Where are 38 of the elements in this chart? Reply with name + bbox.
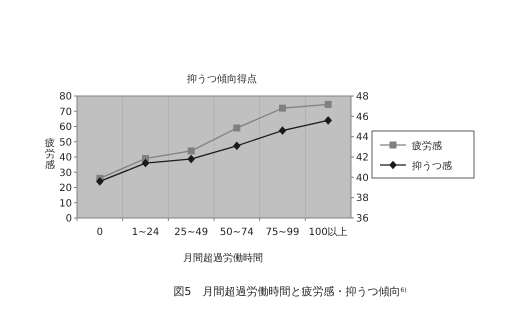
x-tick-label: 0 (96, 227, 104, 238)
point (324, 100, 332, 108)
point (142, 158, 150, 168)
y2-tick-label: 38 (356, 193, 369, 204)
y-tick-label: 10 (59, 198, 72, 210)
y-tick-label: 20 (59, 183, 72, 194)
point (233, 142, 241, 150)
x-tick-label: 1~24 (132, 227, 160, 238)
y-tick-label: 60 (59, 122, 72, 133)
y-axis-title: 疲労感 (45, 137, 55, 171)
y2-axis-title: 抑うつ傾向得点 (187, 73, 257, 85)
y2-tick-label: 46 (356, 112, 369, 123)
y2-tick-label: 36 (356, 214, 369, 224)
legend-label: 抑うつ感 (412, 160, 452, 172)
y-tick-label: 80 (59, 92, 72, 102)
x-tick-label: 75~99 (266, 227, 300, 238)
point (96, 177, 104, 186)
y-tick-label: 0 (66, 214, 72, 224)
point (279, 104, 286, 112)
y-tick-label: 70 (59, 106, 72, 118)
point (324, 116, 332, 125)
y2-tick-label: 48 (356, 92, 369, 102)
y-tick-label: 30 (59, 168, 72, 179)
y2-tick-label: 40 (356, 172, 369, 184)
x-tick-label: 25~49 (174, 227, 208, 238)
point (278, 126, 286, 135)
point (187, 154, 195, 164)
x-tick-label: 50~74 (220, 227, 254, 238)
y2-tick-label: 42 (356, 152, 369, 164)
legend-label: 疲労感 (412, 140, 442, 152)
x-axis-title: 月間超過労働時間 (183, 252, 263, 264)
y2-tick-label: 44 (356, 132, 369, 144)
y-tick-label: 40 (59, 152, 72, 164)
point (233, 124, 240, 132)
y-tick-label: 50 (59, 137, 72, 148)
point (188, 147, 195, 154)
caption: 図5 月間超過労働時間と疲労感・抑うつ傾向$^{6)}$ (173, 285, 407, 298)
x-tick-label: 100以上 (308, 226, 348, 238)
